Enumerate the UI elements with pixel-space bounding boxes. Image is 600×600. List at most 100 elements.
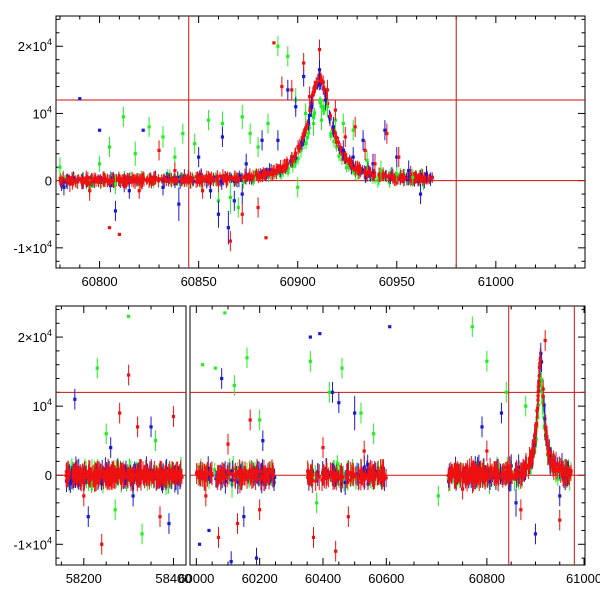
top-red-light-curve-point-marker <box>319 79 323 83</box>
top-y-tick-label-mantissa: 10 <box>33 106 47 121</box>
top-red-light-curve-point-marker <box>351 166 356 170</box>
top-red-light-curve-point-marker <box>267 172 271 176</box>
top-red-outlier-point-marker <box>397 155 401 159</box>
top-red-light-curve-point-marker <box>185 176 190 180</box>
top-red-light-curve-point-marker <box>77 176 81 180</box>
bottom-blue-data-point-marker <box>252 474 256 478</box>
top-red-light-curve-point-marker <box>318 74 322 78</box>
top-red-light-curve-point-marker <box>347 160 351 165</box>
top-red-light-curve-point-marker <box>243 174 247 178</box>
top-green-light-curve-point <box>319 102 323 111</box>
top-red-light-curve-point-marker <box>311 91 315 95</box>
top-green-outlier-point-marker <box>216 199 221 203</box>
bottom-blue-data-point-marker <box>343 480 347 485</box>
top-red-outlier-point <box>201 182 205 199</box>
bottom-y-tick-label: 104 <box>33 397 52 414</box>
top-green-outlier-point-marker <box>411 175 415 179</box>
top-red-light-curve-point-marker <box>173 179 177 183</box>
bottom-red-data-point <box>178 463 182 487</box>
bottom-red-data-point-marker <box>96 472 100 476</box>
bottom-y-tick-label-exponent: 4 <box>47 328 52 338</box>
bottom-red-data-point-marker <box>86 475 91 479</box>
top-red-outlier-point <box>333 100 337 121</box>
bottom-y-tick-label-mantissa: 0 <box>45 468 52 483</box>
bottom-red-data-point <box>173 465 177 487</box>
bottom-blue-data-point-marker <box>374 470 378 474</box>
top-red-light-curve-point <box>301 128 305 142</box>
bottom-red-data-point-marker <box>106 473 110 477</box>
bottom-green-outlier-point <box>104 423 108 445</box>
top-red-light-curve-point-marker <box>190 177 194 181</box>
top-red-light-curve-point <box>336 136 341 148</box>
top-red-light-curve-point-marker <box>271 172 275 176</box>
bottom-red-data-point-marker <box>153 471 157 476</box>
top-green-light-curve-point-marker <box>304 141 308 146</box>
top-green-outlier-point-marker <box>161 135 165 139</box>
bottom-green-data-point-marker <box>68 469 72 473</box>
bottom-red-data-point-marker <box>139 472 143 476</box>
top-x-tick-label: 60950 <box>379 274 415 289</box>
top-green-outlier-point <box>113 173 118 195</box>
top-red-light-curve-point-marker <box>150 177 154 181</box>
top-red-light-curve-point-marker <box>180 179 184 184</box>
top-red-light-curve-point <box>281 163 285 171</box>
top-red-light-curve-point-marker <box>130 180 134 184</box>
bottom-blue-data-point-marker <box>269 475 273 480</box>
top-red-light-curve-point-marker <box>305 123 309 127</box>
top-red-outlier-point-marker <box>189 179 193 183</box>
bottom-red-data-point-marker <box>135 474 140 478</box>
bottom-red-data-point-marker <box>125 475 129 479</box>
top-blue-outlier-point-marker <box>127 189 131 193</box>
top-green-outlier-point-marker <box>256 145 260 149</box>
bottom-red-data-point-marker <box>95 470 99 475</box>
top-red-light-curve-point <box>353 162 357 178</box>
top-red-light-curve-point <box>391 173 395 185</box>
top-red-outlier-point <box>373 153 377 174</box>
top-red-light-curve-point <box>119 176 124 184</box>
top-red-light-curve-point-marker <box>246 175 250 179</box>
top-red-light-curve-point <box>333 128 337 136</box>
top-red-outlier-point <box>409 165 413 182</box>
bottom-red-data-point-marker <box>155 469 159 473</box>
top-blue-light-curve-point-marker <box>390 172 394 176</box>
top-red-light-curve-point-marker <box>215 175 219 179</box>
bottom-red-data-point <box>163 466 167 488</box>
top-blue-outlier-point-marker <box>197 155 201 159</box>
top-red-light-curve-point <box>249 172 254 183</box>
top-red-light-curve-point <box>65 173 69 186</box>
bottom-blue-outlier-point-marker <box>86 515 90 519</box>
top-red-light-curve-point-marker <box>277 166 281 170</box>
top-red-light-curve-point-marker <box>344 157 348 161</box>
top-red-light-curve-point <box>224 172 229 188</box>
bottom-red-data-point-marker <box>74 473 79 477</box>
bottom-blue-outlier-point <box>73 388 77 410</box>
top-red-light-curve-point-marker <box>76 180 80 184</box>
top-green-outlier-point-marker <box>325 105 330 109</box>
top-green-outlier-point-marker <box>173 155 177 159</box>
top-blue-outlier-point <box>78 97 82 101</box>
bottom-red-data-point-marker <box>83 475 87 479</box>
bottom-blue-outlier-point-marker <box>73 397 77 401</box>
bottom-y-tick-label-exponent: 4 <box>47 397 52 407</box>
bottom-red-data-point-marker <box>175 470 180 474</box>
top-red-outlier-point-marker <box>240 212 244 216</box>
top-green-light-curve-point-marker <box>319 104 323 108</box>
top-blue-light-curve-point-marker <box>122 183 126 187</box>
top-red-outlier-point-marker <box>373 162 377 166</box>
bottom-y-tick-label-mantissa: 10 <box>33 399 47 414</box>
top-red-light-curve-point <box>344 151 348 159</box>
top-red-light-curve-point-marker <box>422 177 426 181</box>
top-red-light-curve-point-marker <box>264 173 268 177</box>
top-red-light-curve-point-marker <box>112 178 116 183</box>
top-red-light-curve-point <box>126 176 130 187</box>
bottom-blue-outlier-point-marker <box>167 521 171 526</box>
top-blue-outlier-point-marker <box>78 97 82 101</box>
bottom-red-outlier-point <box>118 402 122 424</box>
top-x-tick-label: 60800 <box>82 274 118 289</box>
bottom-data-layer-left <box>56 314 186 555</box>
top-green-outlier-point <box>228 180 232 215</box>
top-green-outlier-point <box>311 111 316 136</box>
top-red-light-curve-point-marker <box>281 165 285 169</box>
bottom-red-data-point <box>106 466 110 490</box>
bottom-blue-data-point-marker <box>206 466 210 471</box>
